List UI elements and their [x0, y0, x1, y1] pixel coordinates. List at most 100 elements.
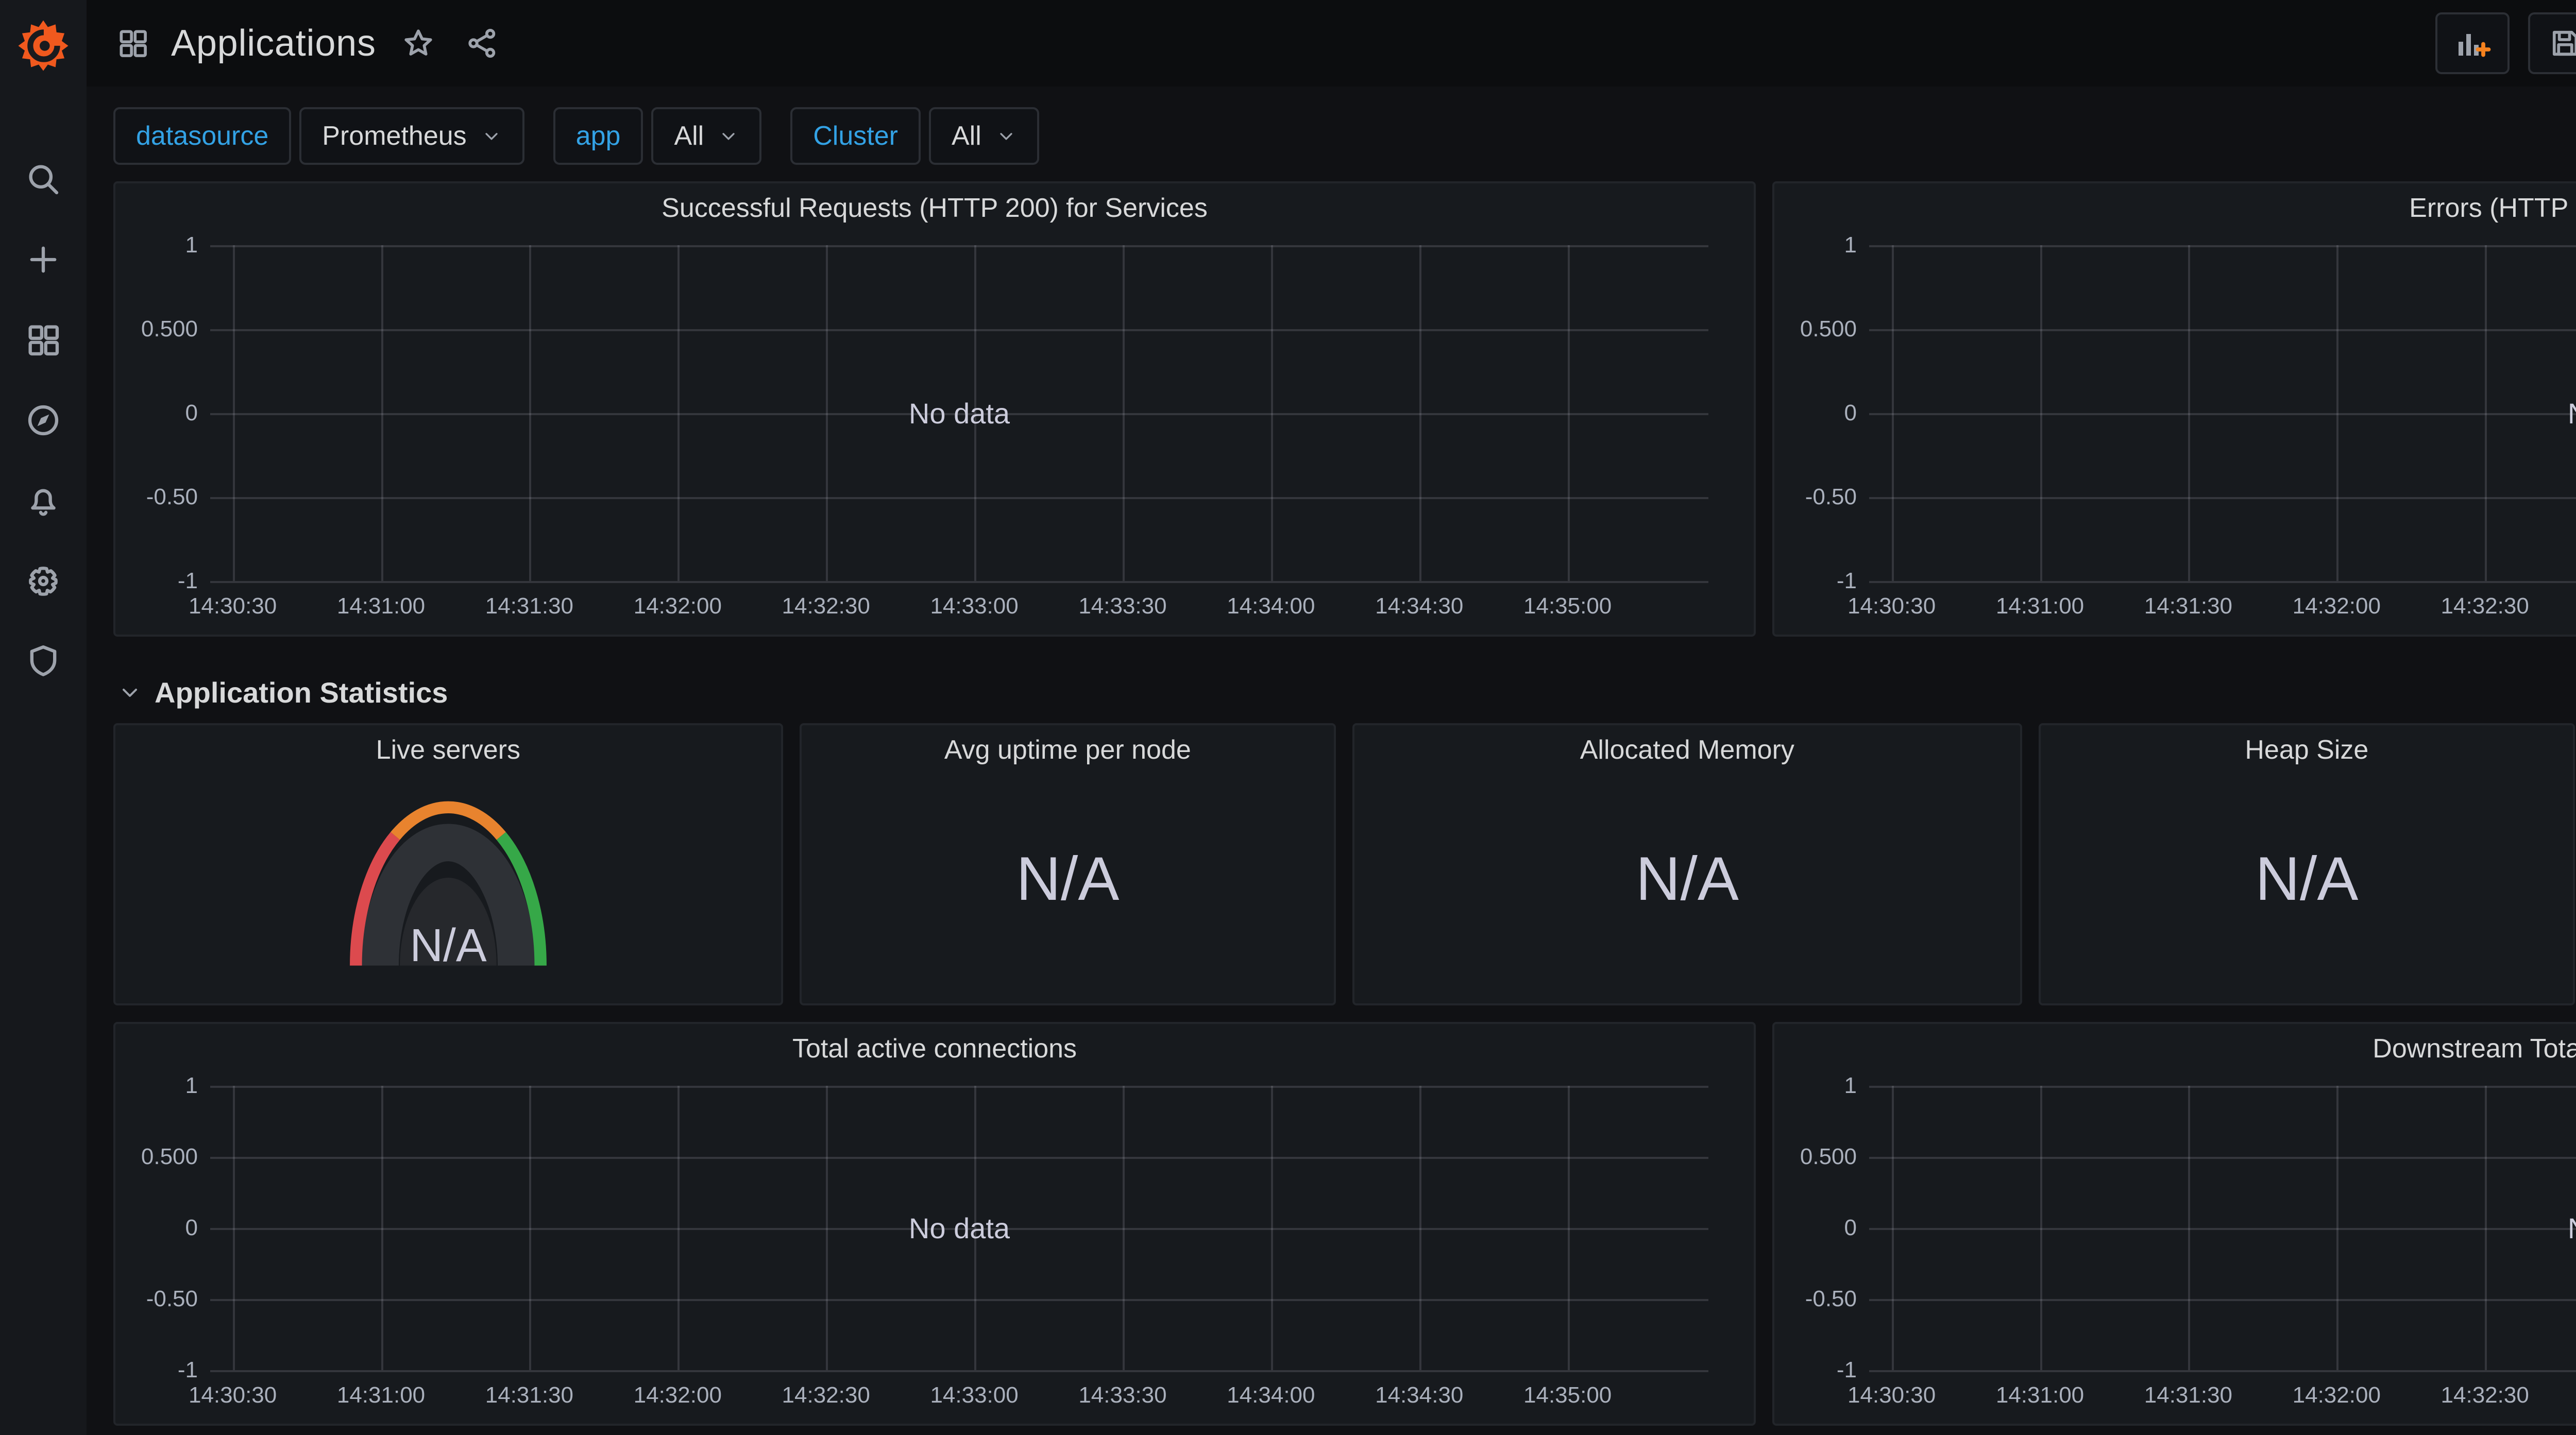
y-axis: 1 0.500 0 -0.50 -1	[132, 232, 198, 593]
sidebar-item-search[interactable]	[10, 152, 76, 206]
panel-title[interactable]: Errors (HTTP 500) for Services	[2409, 193, 2576, 223]
no-data-message: No data	[1869, 1086, 2576, 1370]
panel-title[interactable]: Live servers	[376, 735, 520, 765]
v-gridline	[1270, 1086, 1273, 1370]
v-gridline	[677, 1086, 680, 1370]
y-tick-label: 0.500	[1800, 316, 1857, 341]
share-dashboard-button[interactable]	[461, 22, 504, 65]
x-tick-label: 14:32:00	[633, 1382, 722, 1408]
sidebar-menu	[10, 152, 76, 688]
panel-title[interactable]: Heap Size	[2245, 735, 2369, 765]
sidebar-item-alerting[interactable]	[10, 474, 76, 527]
v-gridline	[1419, 1086, 1421, 1370]
y-tick-label: -0.50	[146, 484, 198, 509]
y-tick-label: 0	[1844, 1215, 1857, 1240]
x-tick-label: 14:32:00	[2292, 593, 2381, 619]
stats-row: Live servers N/A Avg uptime per nod	[113, 723, 2576, 1005]
h-gridline	[1869, 1370, 2576, 1372]
h-gridline	[1869, 1157, 2576, 1159]
server-admin-shield-icon	[30, 645, 57, 676]
variable-value-cluster[interactable]: All	[928, 107, 1039, 165]
chevron-down-icon	[485, 133, 498, 140]
panel-title[interactable]: Avg uptime per node	[944, 735, 1191, 765]
sidebar-item-server-admin[interactable]	[10, 635, 76, 688]
x-tick-label: 14:31:00	[336, 593, 426, 619]
x-tick-label: 14:33:00	[930, 1382, 1019, 1408]
v-gridline	[232, 1086, 235, 1370]
h-gridline	[210, 1370, 1708, 1372]
sidebar-item-dashboards[interactable]	[10, 313, 76, 367]
gauge-arc: N/A	[349, 801, 547, 971]
panel-title[interactable]: Total active connections	[792, 1034, 1077, 1064]
y-tick-label: -1	[1836, 568, 1857, 593]
y-tick-label: 1	[185, 1073, 198, 1098]
share-icon	[468, 28, 496, 58]
x-tick-label: 14:31:30	[2144, 593, 2233, 619]
save-dashboard-button[interactable]	[2528, 12, 2576, 74]
panel-total-active-connections: Total active connections 1 0.500 0 -0.50 -1 …	[113, 1022, 1756, 1426]
sidebar-item-create[interactable]	[10, 233, 76, 286]
grafana-flame-icon	[18, 20, 69, 71]
x-tick-label: 14:31:00	[336, 1382, 426, 1408]
v-gridline	[1270, 245, 1273, 581]
panel-title[interactable]: Allocated Memory	[1580, 735, 1794, 765]
stat-value: N/A	[1016, 844, 1120, 913]
page-title[interactable]: Applications	[171, 23, 376, 64]
h-gridline	[210, 1086, 1708, 1088]
h-gridline	[1869, 245, 2576, 247]
star-icon	[404, 29, 432, 56]
x-tick-label: 14:33:30	[1078, 1382, 1167, 1408]
v-gridline	[974, 1086, 977, 1370]
gauge-segment-green	[496, 832, 547, 966]
favorite-star-button[interactable]	[397, 22, 440, 65]
v-gridline	[677, 245, 680, 581]
v-gridline	[529, 245, 532, 581]
x-tick-label: 14:32:30	[782, 593, 870, 619]
x-tick-label: 14:31:30	[485, 1382, 574, 1408]
x-tick-label: 14:35:00	[1523, 1382, 1612, 1408]
h-gridline	[1869, 581, 2576, 583]
y-tick-label: 0.500	[1800, 1144, 1857, 1169]
sidebar-item-configuration[interactable]	[10, 554, 76, 608]
row-toggle-application-statistics[interactable]: Application Statistics	[113, 661, 2576, 723]
v-gridline	[2040, 245, 2042, 581]
y-tick-label: -0.50	[1805, 484, 1857, 509]
y-tick-label: -0.50	[1805, 1286, 1857, 1311]
variable-value-app[interactable]: All	[651, 107, 762, 165]
panel-downstream-total-active-connections: Downstream Total active connections 1 0.5…	[1772, 1022, 2576, 1426]
v-gridline	[1419, 245, 1421, 581]
h-gridline	[210, 329, 1708, 331]
save-icon	[2552, 30, 2576, 56]
x-axis: 14:30:30 14:31:00 14:31:30 14:32:00 14:32:30…	[189, 593, 1708, 626]
add-panel-button[interactable]	[2435, 12, 2510, 74]
v-gridline	[826, 245, 828, 581]
panel-live-servers: Live servers N/A	[113, 723, 783, 1005]
configuration-gear-icon	[29, 567, 58, 596]
variable-label-cluster: Cluster	[790, 107, 921, 165]
gauge-value: N/A	[410, 919, 487, 971]
variable-value-datasource[interactable]: Prometheus	[299, 107, 524, 165]
x-tick-label: 14:31:30	[2144, 1382, 2233, 1408]
v-gridline	[2485, 1086, 2487, 1370]
v-gridline	[1567, 245, 1570, 581]
v-gridline	[2336, 1086, 2339, 1370]
no-data-message: No data	[908, 397, 1010, 430]
sidebar-item-explore[interactable]	[10, 394, 76, 447]
panel-title[interactable]: Downstream Total active connections	[2372, 1034, 2576, 1064]
charts-row-top: Successful Requests (HTTP 200) for Servi…	[113, 181, 2576, 637]
nav-sidebar	[0, 0, 87, 1435]
panel-heap-size: Heap Size N/A	[2038, 723, 2575, 1005]
x-tick-label: 14:35:00	[1523, 593, 1612, 619]
grafana-logo[interactable]	[0, 0, 87, 91]
v-gridline	[232, 245, 235, 581]
x-tick-label: 14:33:00	[930, 593, 1019, 619]
chevron-down-icon	[722, 133, 735, 140]
variable-app: app All	[553, 107, 762, 165]
add-panel-icon	[2459, 34, 2491, 57]
panel-title[interactable]: Successful Requests (HTTP 200) for Servi…	[662, 193, 1208, 223]
panel-allocated-memory: Allocated Memory N/A	[1352, 723, 2022, 1005]
x-tick-label: 14:30:30	[188, 593, 277, 619]
